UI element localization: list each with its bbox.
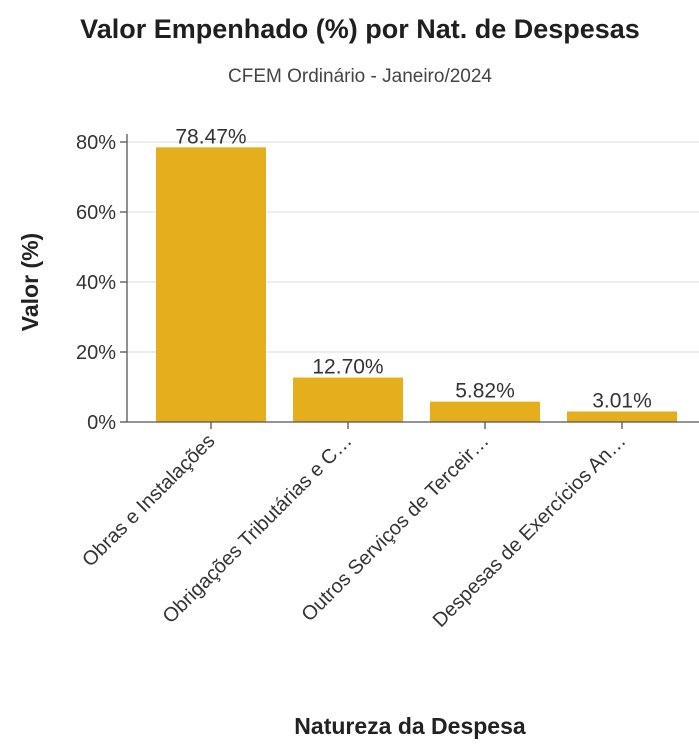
x-category-label: Obras e Instalações xyxy=(78,430,219,571)
bar-value-label: 12.70% xyxy=(312,356,383,379)
y-tick-label: 60% xyxy=(76,202,116,224)
bars xyxy=(156,147,677,423)
y-axis-title: Valor (%) xyxy=(17,233,43,331)
bar-value-label: 3.01% xyxy=(592,389,652,412)
bar[interactable] xyxy=(156,147,266,423)
bar-value-label: 5.82% xyxy=(455,380,515,403)
bar-value-label: 78.47% xyxy=(175,125,246,148)
chart-title: Valor Empenhado (%) por Nat. de Despesas xyxy=(80,14,640,44)
bar[interactable] xyxy=(567,411,677,422)
bar[interactable] xyxy=(293,377,403,422)
chart-subtitle: CFEM Ordinário - Janeiro/2024 xyxy=(228,66,492,87)
y-tick-label: 40% xyxy=(76,272,116,294)
bar[interactable] xyxy=(430,401,540,422)
x-axis-title: Natureza da Despesa xyxy=(294,713,526,739)
y-axis-ticks: 0% 20% 40% 60% 80% xyxy=(76,132,127,434)
data-labels: 78.47% 12.70% 5.82% 3.01% xyxy=(175,125,651,412)
y-tick-label: 0% xyxy=(87,412,116,434)
y-tick-label: 20% xyxy=(76,342,116,364)
y-tick-label: 80% xyxy=(76,132,116,154)
